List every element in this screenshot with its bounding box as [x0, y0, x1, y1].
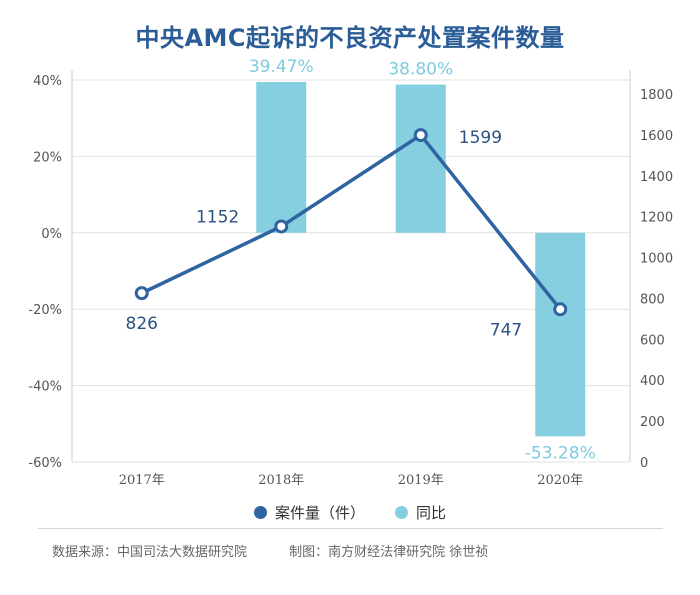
right-tick-label: 1800	[640, 88, 673, 103]
legend-item-count: 案件量（件）	[253, 502, 365, 523]
footer-credit: 制图：南方财经法律研究院 徐世祯	[289, 545, 489, 560]
legend-item-yoy: 同比	[395, 502, 446, 523]
chart-legend: 案件量（件） 同比	[0, 502, 700, 523]
bar-data-label: 39.47%	[249, 57, 314, 77]
right-tick-label: 200	[640, 415, 665, 430]
x-tick-label: 2020年	[537, 473, 583, 488]
right-tick-label: 800	[640, 292, 665, 307]
right-tick-label: 0	[640, 456, 648, 471]
bar-yoy	[256, 82, 307, 233]
line-point	[553, 302, 568, 317]
right-tick-label: 1600	[640, 129, 673, 144]
line-data-label: 1599	[459, 128, 502, 148]
line-data-label: 747	[490, 320, 522, 340]
left-tick-label: -20%	[28, 303, 62, 318]
left-tick-label: 40%	[33, 74, 62, 89]
left-tick-label: 20%	[33, 150, 62, 165]
footer: 数据来源：中国司法大数据研究院 制图：南方财经法律研究院 徐世祯	[52, 541, 526, 560]
left-tick-label: 0%	[41, 227, 62, 242]
bar-data-label: -53.28%	[525, 443, 596, 463]
left-tick-label: -60%	[28, 456, 62, 471]
legend-label-yoy: 同比	[416, 504, 447, 522]
footer-source: 数据来源：中国司法大数据研究院	[52, 545, 248, 560]
line-count	[140, 132, 562, 311]
footer-divider	[38, 528, 663, 529]
chart-title: 中央AMC起诉的不良资产处置案件数量	[135, 24, 565, 52]
right-tick-label: 1000	[640, 252, 673, 267]
bar-data-label: 38.80%	[388, 60, 453, 80]
right-tick-label: 600	[640, 333, 665, 348]
legend-label-count: 案件量（件）	[274, 504, 365, 522]
x-tick-label: 2019年	[398, 473, 444, 488]
right-tick-label: 400	[640, 374, 665, 389]
chart-plot: -60% -40% -20% 0% 20% 40% 0 200 400 600 800 1000 120…	[28, 57, 673, 488]
line-data-label: 1152	[196, 207, 239, 227]
line-data-label: 826	[126, 314, 158, 334]
line-point	[134, 286, 149, 301]
line-point	[274, 219, 289, 234]
right-tick-label: 1200	[640, 211, 673, 226]
x-tick-label: 2018年	[258, 473, 304, 488]
x-tick-label: 2017年	[119, 473, 165, 488]
line-point	[413, 128, 428, 143]
legend-marker-yoy	[395, 506, 408, 519]
right-tick-label: 1400	[640, 170, 673, 185]
left-tick-label: -40%	[28, 380, 62, 395]
legend-marker-count	[253, 506, 267, 519]
bar-yoy	[535, 232, 586, 437]
